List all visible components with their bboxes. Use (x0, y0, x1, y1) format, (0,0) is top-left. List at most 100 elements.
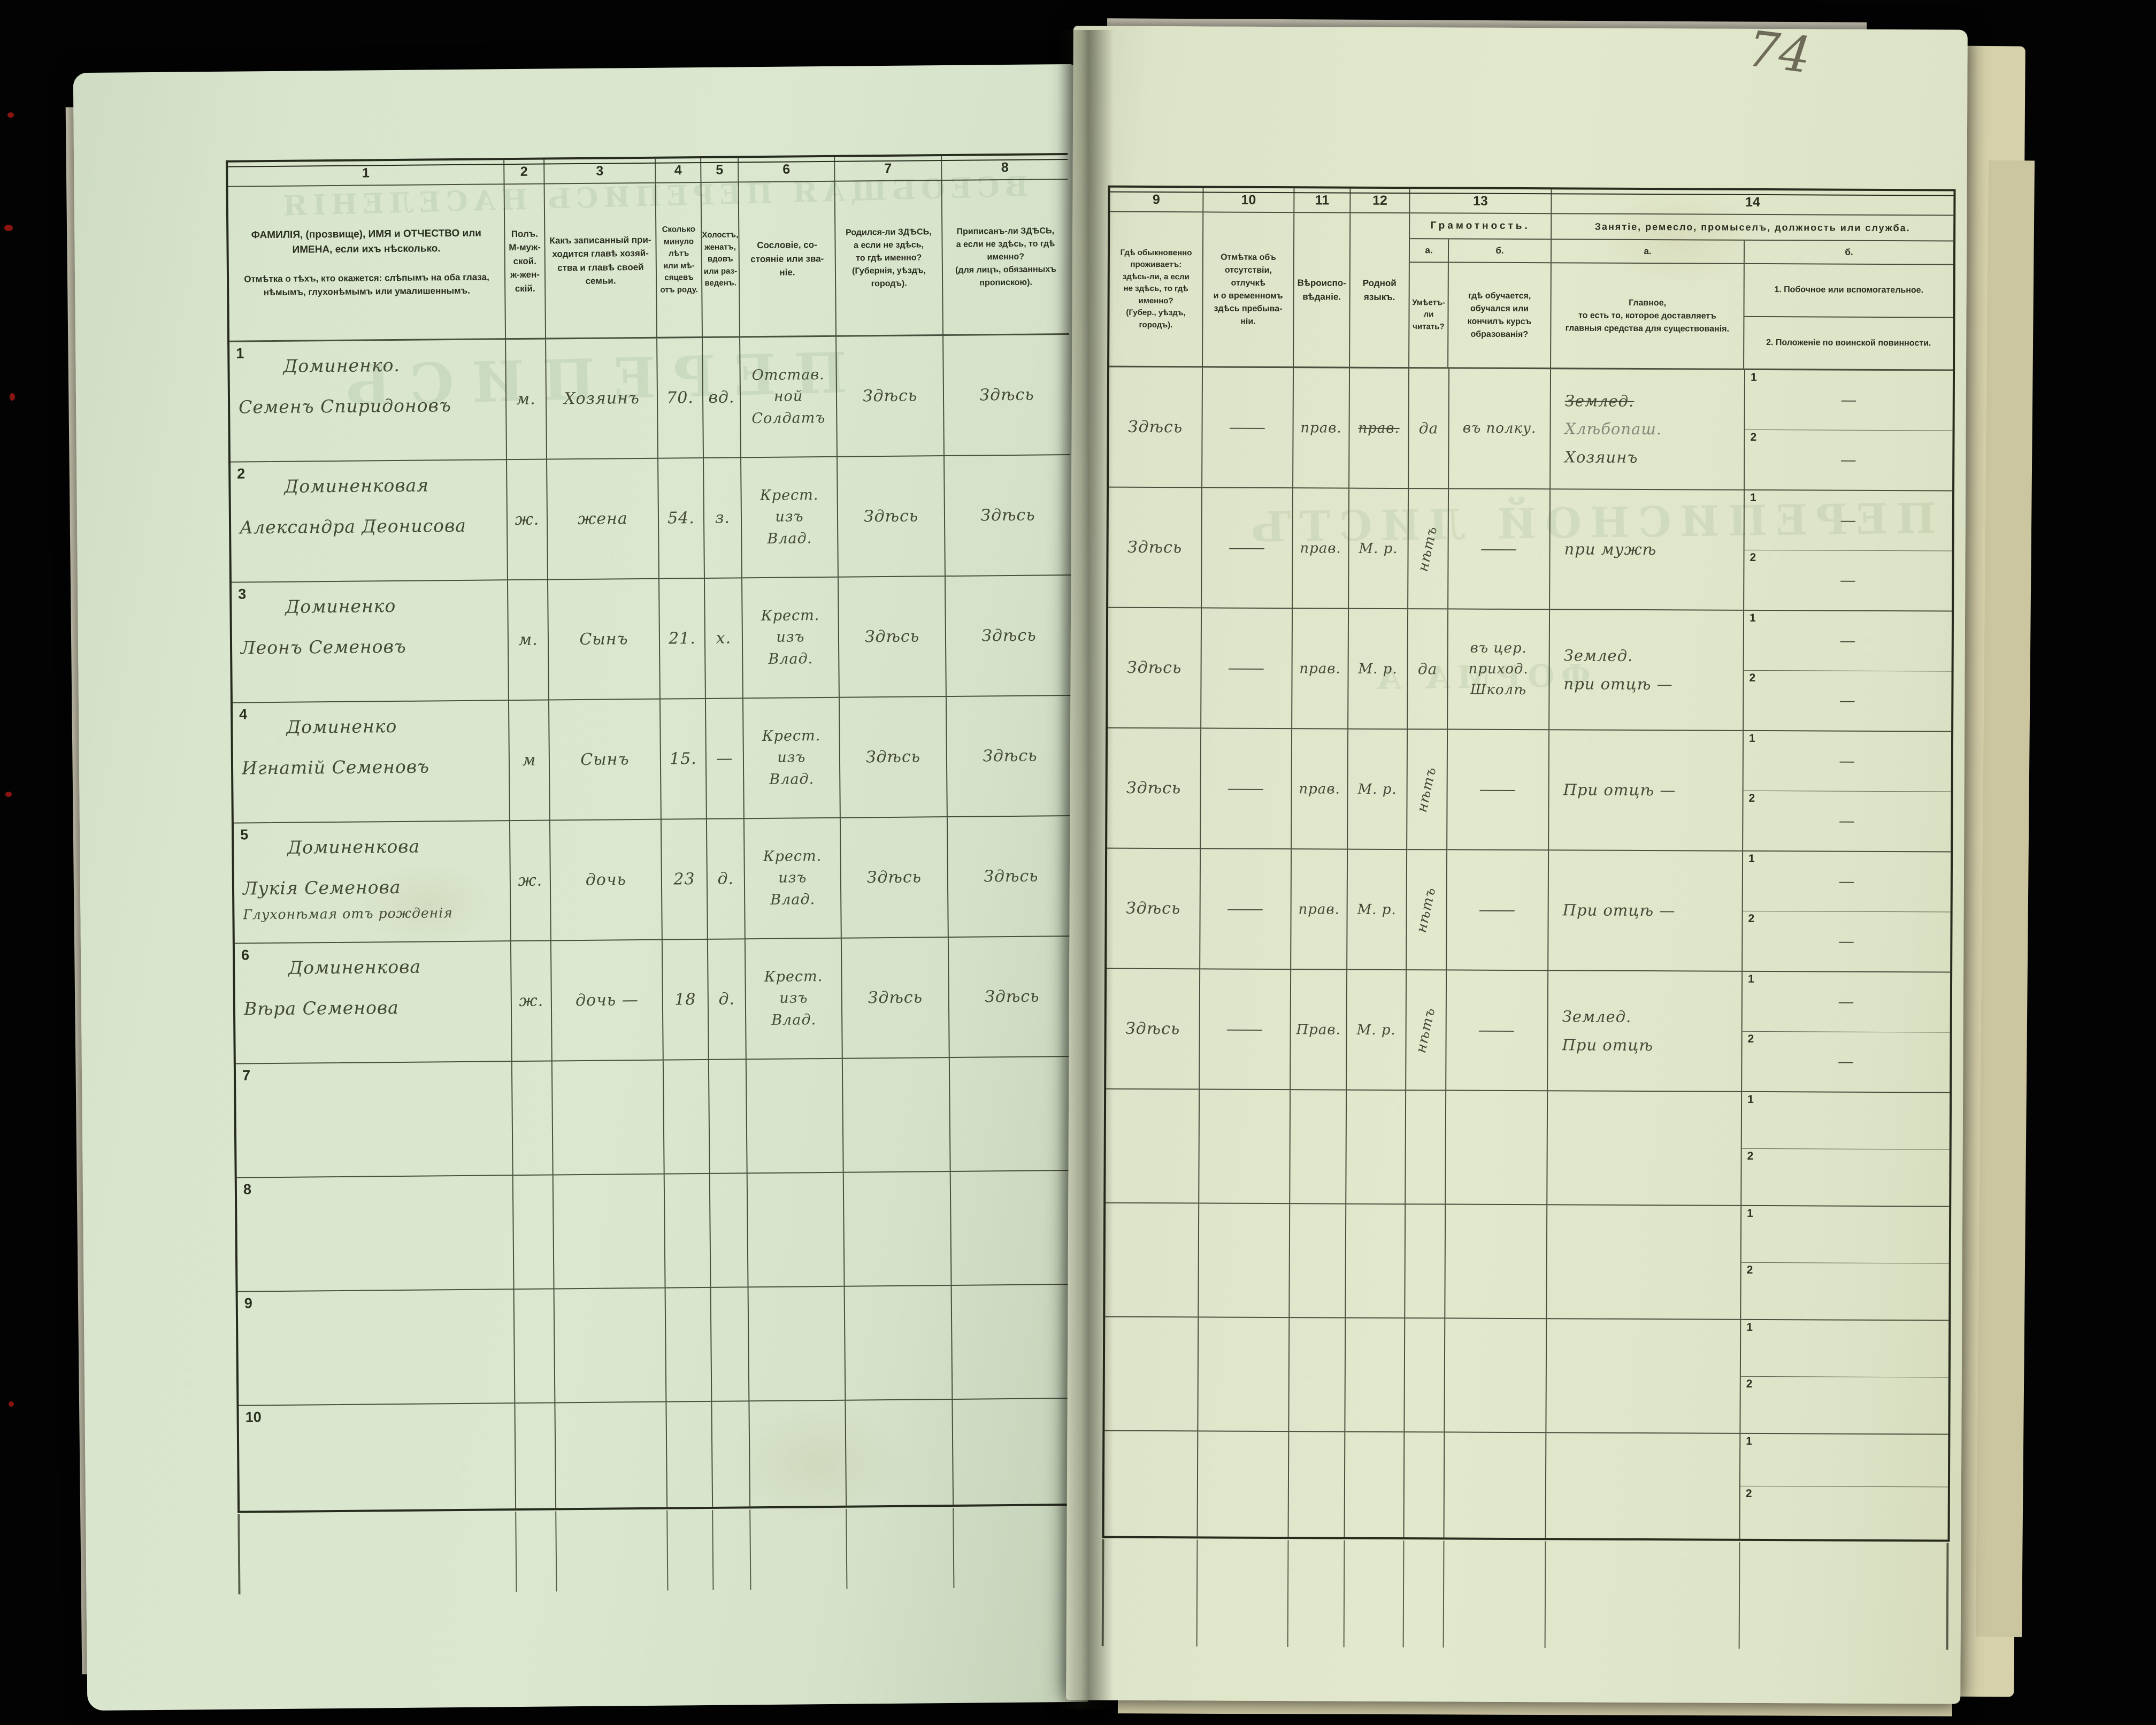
header-name-bottom: Отмѣтка о тѣхъ, кто окажется: слѣпымъ на… (244, 271, 489, 298)
column-number: 1 (228, 160, 505, 187)
cell-residence: Здѣсь (1107, 728, 1202, 849)
cell-estate (747, 1172, 845, 1288)
cell-birthplace: Здѣсь (838, 456, 946, 578)
cell-native-language (1345, 1432, 1405, 1538)
military-status-slot: 2— (1745, 430, 1952, 490)
printed-slot-label: 2 (1747, 1149, 1754, 1162)
cell-absence-note (1199, 1090, 1291, 1205)
occupation-line: при мужѣ (1564, 540, 1657, 559)
cell-age: 18 (662, 939, 709, 1061)
header-can-read: Умѣетъ- ли читать? (1409, 263, 1449, 367)
column-number: 5 (701, 158, 739, 183)
side-occupation-slot-1: 1— (1744, 610, 1952, 672)
side-occupation-slot-1: 1— (1744, 490, 1953, 551)
printed-slot-label: 1 (1748, 972, 1754, 985)
military-status-slot: 2 (1741, 1148, 1949, 1206)
cell-birthplace: Здѣсь (840, 817, 949, 939)
row-number: 6 (241, 947, 250, 963)
header-estate: Сословіе, со- стояніе или зва- ніе. (739, 181, 837, 338)
cell-marital-status: х. (704, 578, 743, 699)
occupation-line: Хлѣбопаш. (1564, 419, 1662, 439)
cell-age: 21. (659, 578, 706, 700)
military-status-slot: 2 (1740, 1376, 1948, 1433)
educated-dash: — (1478, 780, 1518, 800)
header-occupation-b-label: б. (1744, 240, 1954, 265)
column-number: 13 (1410, 189, 1552, 214)
language-text: М. р. (1358, 661, 1398, 677)
cell-sex (512, 1061, 554, 1176)
absence-dash: — (1226, 779, 1266, 798)
printed-slot-label: 2 (1745, 1487, 1752, 1500)
cell-age (665, 1287, 712, 1402)
header-name-top: ФАМИЛІЯ, (прозвище), ИМЯ и ОТЧЕСТВО или … (251, 227, 482, 256)
cell-can-read: нѣтъ (1406, 970, 1447, 1091)
language-text: М. р. (1357, 901, 1397, 918)
cell-native-language: М. р. (1347, 849, 1408, 971)
cell-religion: Прав. (1291, 970, 1348, 1091)
educated-dash: — (1479, 539, 1519, 559)
cell-where-educated (1445, 1318, 1547, 1433)
cell-marital-status (709, 1060, 748, 1174)
estate-text: Крест. изъ Влад. (761, 607, 820, 668)
absence-dash: — (1227, 538, 1267, 557)
occupation-line: Землед. (1563, 646, 1633, 665)
printed-slot-label: 2 (1748, 792, 1755, 804)
cell-birthplace: Здѣсь (838, 577, 947, 698)
cell-religion: прав. (1293, 488, 1350, 609)
language-text: М. р. (1357, 781, 1397, 798)
header-age: Сколько минуло лѣтъ или мѣ- сяцевъ отъ р… (656, 182, 703, 339)
column-number: 4 (656, 158, 702, 183)
header-occupation-a-label: а. (1551, 240, 1745, 264)
military-status-slot: 2— (1742, 1031, 1950, 1092)
cell-sex: ж. (510, 821, 551, 942)
header-literacy-title: Грамотность. (1410, 213, 1551, 240)
occupation-line: При отцѣ (1562, 1035, 1654, 1054)
side-dash: — (1839, 752, 1856, 771)
printed-slot-label: 1 (1748, 852, 1755, 865)
cell-sex: ж. (507, 459, 548, 581)
cell-absence-note: — (1200, 849, 1292, 970)
dust-speck (5, 792, 12, 797)
cell-main-occupation (1547, 1205, 1742, 1320)
cell-estate: Крест. изъ Влад. (741, 457, 839, 579)
military-status-slot: 2— (1743, 791, 1951, 851)
cell-registration: Здѣсь (947, 816, 1075, 938)
cell-can-read: да (1408, 609, 1449, 730)
cell-estate: Отстав. ной Солдатъ (740, 336, 838, 458)
cell-can-read: нѣтъ (1407, 730, 1448, 850)
cell-absence-note: — (1201, 729, 1293, 850)
dust-speck (10, 393, 15, 401)
cell-name: 3 Доминенко Леонъ Семеновъ (232, 580, 509, 703)
name-line: Доминенко (286, 715, 397, 738)
military-dash: — (1838, 811, 1855, 831)
educated-dash: — (1477, 900, 1517, 920)
row-number: 7 (242, 1067, 251, 1084)
military-status-slot: 2 (1740, 1486, 1948, 1540)
printed-slot-label: 1 (1749, 611, 1756, 624)
side-dash: — (1840, 390, 1858, 410)
cell-name: 2 Доминенковая Александра Деонисова (231, 460, 508, 583)
cell-residence: Здѣсь (1108, 487, 1203, 609)
occupation-line: Землед. (1562, 1007, 1632, 1026)
cell-where-educated (1446, 1091, 1548, 1206)
cell-residence (1105, 1203, 1200, 1318)
row-number: 5 (240, 826, 249, 843)
cell-residence: Здѣсь (1109, 367, 1203, 488)
cell-name: 4 Доминенко Игнатій Семеновъ (232, 701, 510, 824)
name-line: Семенъ Спиридоновъ (238, 394, 451, 418)
printed-slot-label: 2 (1746, 1263, 1753, 1276)
printed-slot-label: 1 (1748, 732, 1755, 745)
cell-age: 15. (660, 699, 707, 820)
column-number: 8 (942, 155, 1068, 181)
name-line: Вѣра Семенова (243, 996, 399, 1019)
cell-birthplace (845, 1285, 953, 1401)
cell-relation (555, 1402, 668, 1508)
cell-name: 7 (235, 1062, 513, 1178)
book-binding-shadow (1058, 30, 1114, 1709)
cell-residence: Здѣсь (1108, 608, 1202, 729)
dust-speck (9, 1401, 14, 1407)
cell-side-occupation: 1—2— (1744, 490, 1953, 612)
estate-text: Отстав. ной Солдатъ (751, 366, 826, 427)
educated-text: въ цер. приход. Школѣ (1468, 640, 1529, 699)
printed-slot-label: 1 (1750, 491, 1756, 504)
